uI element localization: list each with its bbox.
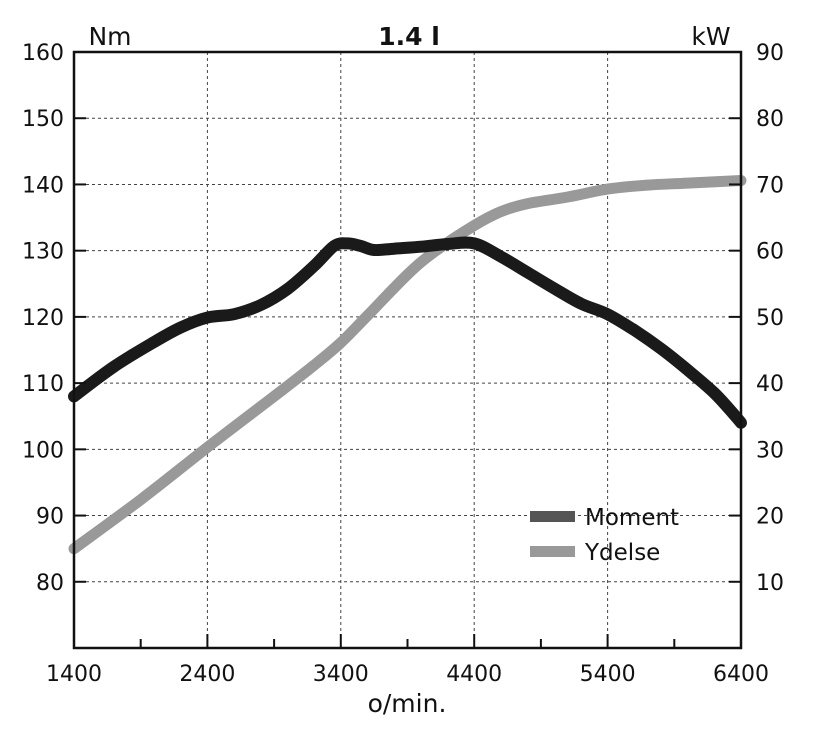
y-left-tick-label: 160 [22,41,64,66]
chart-title: 1.4 l [378,22,440,51]
y-left-tick-label: 90 [36,505,64,530]
y-right-tick-label: 80 [756,107,784,132]
y-left-tick-label: 140 [22,173,64,198]
axis-ticks [73,51,742,648]
y-right-tick-label: 90 [756,41,784,66]
legend-swatch-ydelse [530,546,575,557]
series-line-ydelse [68,175,747,555]
y-right-tick-label: 50 [756,306,784,331]
y-left-tick-label: 100 [22,438,64,463]
x-axis-label: o/min. [368,689,447,718]
y-left-tick-label: 80 [36,571,64,596]
y-left-tick-label: 120 [22,306,64,331]
x-tick-label: 4400 [446,662,502,687]
legend-swatch-moment [530,511,575,522]
y-right-tick-label: 20 [756,505,784,530]
series-line-moment [68,236,747,429]
x-tick-label: 5400 [580,662,636,687]
legend-label-ydelse: Ydelse [584,540,660,566]
left-axis-unit: Nm [88,22,131,51]
y-right-tick-label: 30 [756,438,784,463]
y-right-tick-label: 40 [756,372,784,397]
legend-label-moment: Moment [585,505,679,531]
x-tick-label: 3400 [313,662,369,687]
right-axis-unit: kW [691,22,730,51]
legend: Moment Ydelse [530,505,679,566]
x-tick-label: 2400 [179,662,235,687]
y-right-tick-label: 10 [756,571,784,596]
y-left-tick-label: 150 [22,107,64,132]
plot-series [68,175,747,555]
y-left-tick-label: 130 [22,240,64,265]
y-left-tick-label: 110 [22,372,64,397]
x-tick-label: 6400 [713,662,769,687]
y-right-tick-label: 70 [756,173,784,198]
x-tick-label: 1400 [46,662,102,687]
axis-tick-labels: 80 90 100 110 120 130 140 150 160 10 20 30 40 50 60 70 8… [22,41,784,687]
y-right-tick-label: 60 [756,240,784,265]
